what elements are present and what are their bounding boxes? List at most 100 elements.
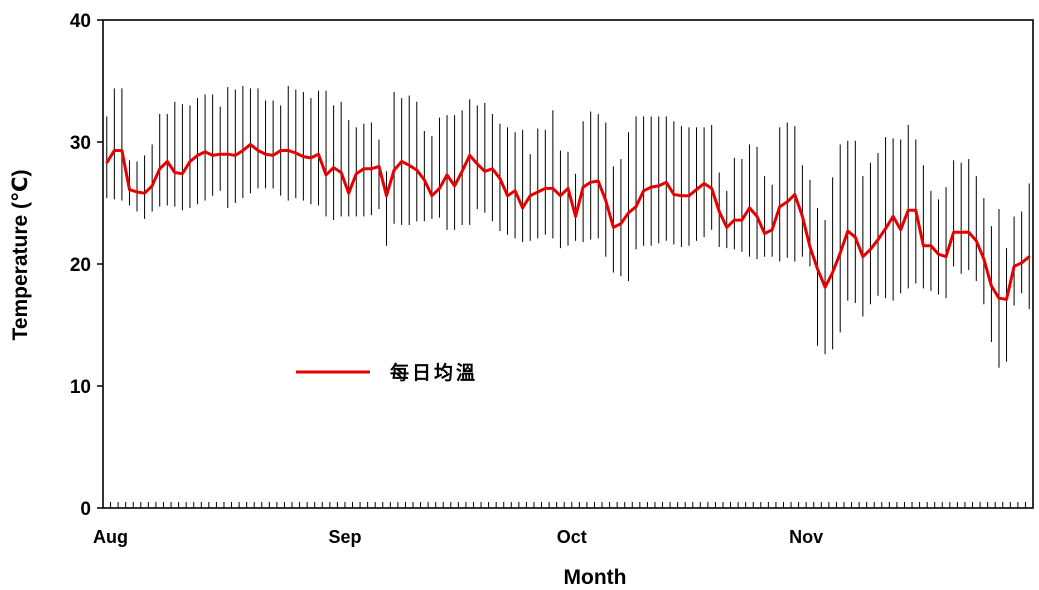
data-point-daily-mean [657,184,660,188]
data-point-daily-mean [332,166,335,169]
data-point-daily-mean [551,187,555,190]
data-point-daily-mean [256,149,260,152]
data-point-daily-mean [597,179,600,183]
data-point-daily-mean [702,182,706,185]
data-point-daily-mean [181,172,184,175]
data-point-daily-mean [748,206,751,210]
data-point-daily-mean [203,150,207,153]
data-point-daily-mean [619,222,623,225]
data-point-daily-mean [884,227,887,230]
data-point-daily-mean [226,153,229,156]
data-point-daily-mean [528,194,532,197]
data-point-daily-mean [491,167,494,171]
data-point-daily-mean [672,193,676,196]
data-point-daily-mean [793,193,797,196]
data-point-daily-mean [740,218,744,222]
data-point-daily-mean [755,215,759,218]
data-point-daily-mean [287,149,290,152]
data-point-daily-mean [173,171,177,174]
data-point-daily-mean [294,151,298,155]
y-tick-label: 10 [70,377,91,398]
data-point-daily-mean [498,177,502,180]
data-point-daily-mean [574,215,577,218]
data-point-daily-mean [891,215,895,218]
data-point-daily-mean [982,257,986,261]
data-point-daily-mean [188,160,192,163]
data-point-daily-mean [612,226,615,229]
data-point-daily-mean [218,153,222,156]
data-point-daily-mean [105,161,108,164]
data-point-daily-mean [476,162,479,166]
data-point-daily-mean [733,218,736,222]
data-point-daily-mean [279,149,282,152]
data-point-daily-mean [347,192,350,195]
data-point-daily-mean [627,211,630,214]
data-point-daily-mean [876,238,880,241]
data-point-daily-mean [211,154,214,157]
data-point-daily-mean [581,185,585,189]
data-point-daily-mean [763,232,766,235]
data-point-daily-mean [1020,261,1023,264]
data-point-daily-mean [339,171,343,174]
data-point-daily-mean [869,248,872,251]
data-point-daily-mean [166,160,169,163]
data-point-daily-mean [816,267,819,271]
data-point-daily-mean [271,154,275,157]
y-tick-label: 30 [70,133,91,154]
data-point-daily-mean [377,165,381,168]
data-point-daily-mean [975,239,978,243]
data-point-daily-mean [135,190,139,194]
data-point-daily-mean [967,231,970,234]
data-point-daily-mean [695,188,698,191]
data-point-daily-mean [929,244,933,247]
data-point-daily-mean [649,185,653,189]
legend: 每日均溫 [296,361,475,384]
data-point-daily-mean [907,209,910,212]
data-point-daily-mean [831,271,834,274]
data-point-daily-mean [423,178,426,182]
data-point-daily-mean [997,296,1001,300]
data-point-daily-mean [430,194,434,197]
data-point-daily-mean [922,244,925,247]
data-point-daily-mean [158,167,161,171]
data-point-daily-mean [944,255,948,258]
data-point-daily-mean [385,194,388,197]
data-point-daily-mean [959,231,963,234]
x-tick-label: Nov [789,527,823,547]
x-tick-label: Sep [328,527,361,547]
data-point-daily-mean [513,189,517,192]
data-point-daily-mean [483,170,487,173]
data-point-daily-mean [725,226,728,229]
data-point-daily-mean [415,168,418,172]
data-point-daily-mean [355,172,358,175]
data-point-daily-mean [438,187,441,190]
data-point-daily-mean [536,190,539,194]
data-point-daily-mean [241,149,245,152]
y-tick-label: 20 [70,255,91,276]
data-point-daily-mean [506,194,509,197]
data-point-daily-mean [544,187,547,190]
data-point-daily-mean [317,153,320,156]
data-point-daily-mean [362,167,366,171]
data-point-daily-mean [778,205,781,208]
data-point-daily-mean [128,188,131,191]
data-point-daily-mean [392,168,396,172]
x-tick-label: Oct [557,527,587,547]
data-point-daily-mean [680,194,683,197]
data-point-daily-mean [370,167,373,171]
data-point-daily-mean [302,155,305,158]
data-point-daily-mean [559,194,562,197]
data-point-daily-mean [249,143,252,146]
data-point-daily-mean [324,173,328,177]
data-point-daily-mean [718,210,721,213]
data-point-daily-mean [642,189,645,192]
data-point-daily-mean [143,192,146,195]
x-axis-label: Month [564,566,627,589]
y-tick-label: 40 [70,11,91,32]
data-point-daily-mean [196,154,199,157]
data-point-daily-mean [786,200,789,203]
data-point-daily-mean [846,229,849,233]
data-point-daily-mean [801,215,804,218]
data-point-daily-mean [914,209,918,212]
